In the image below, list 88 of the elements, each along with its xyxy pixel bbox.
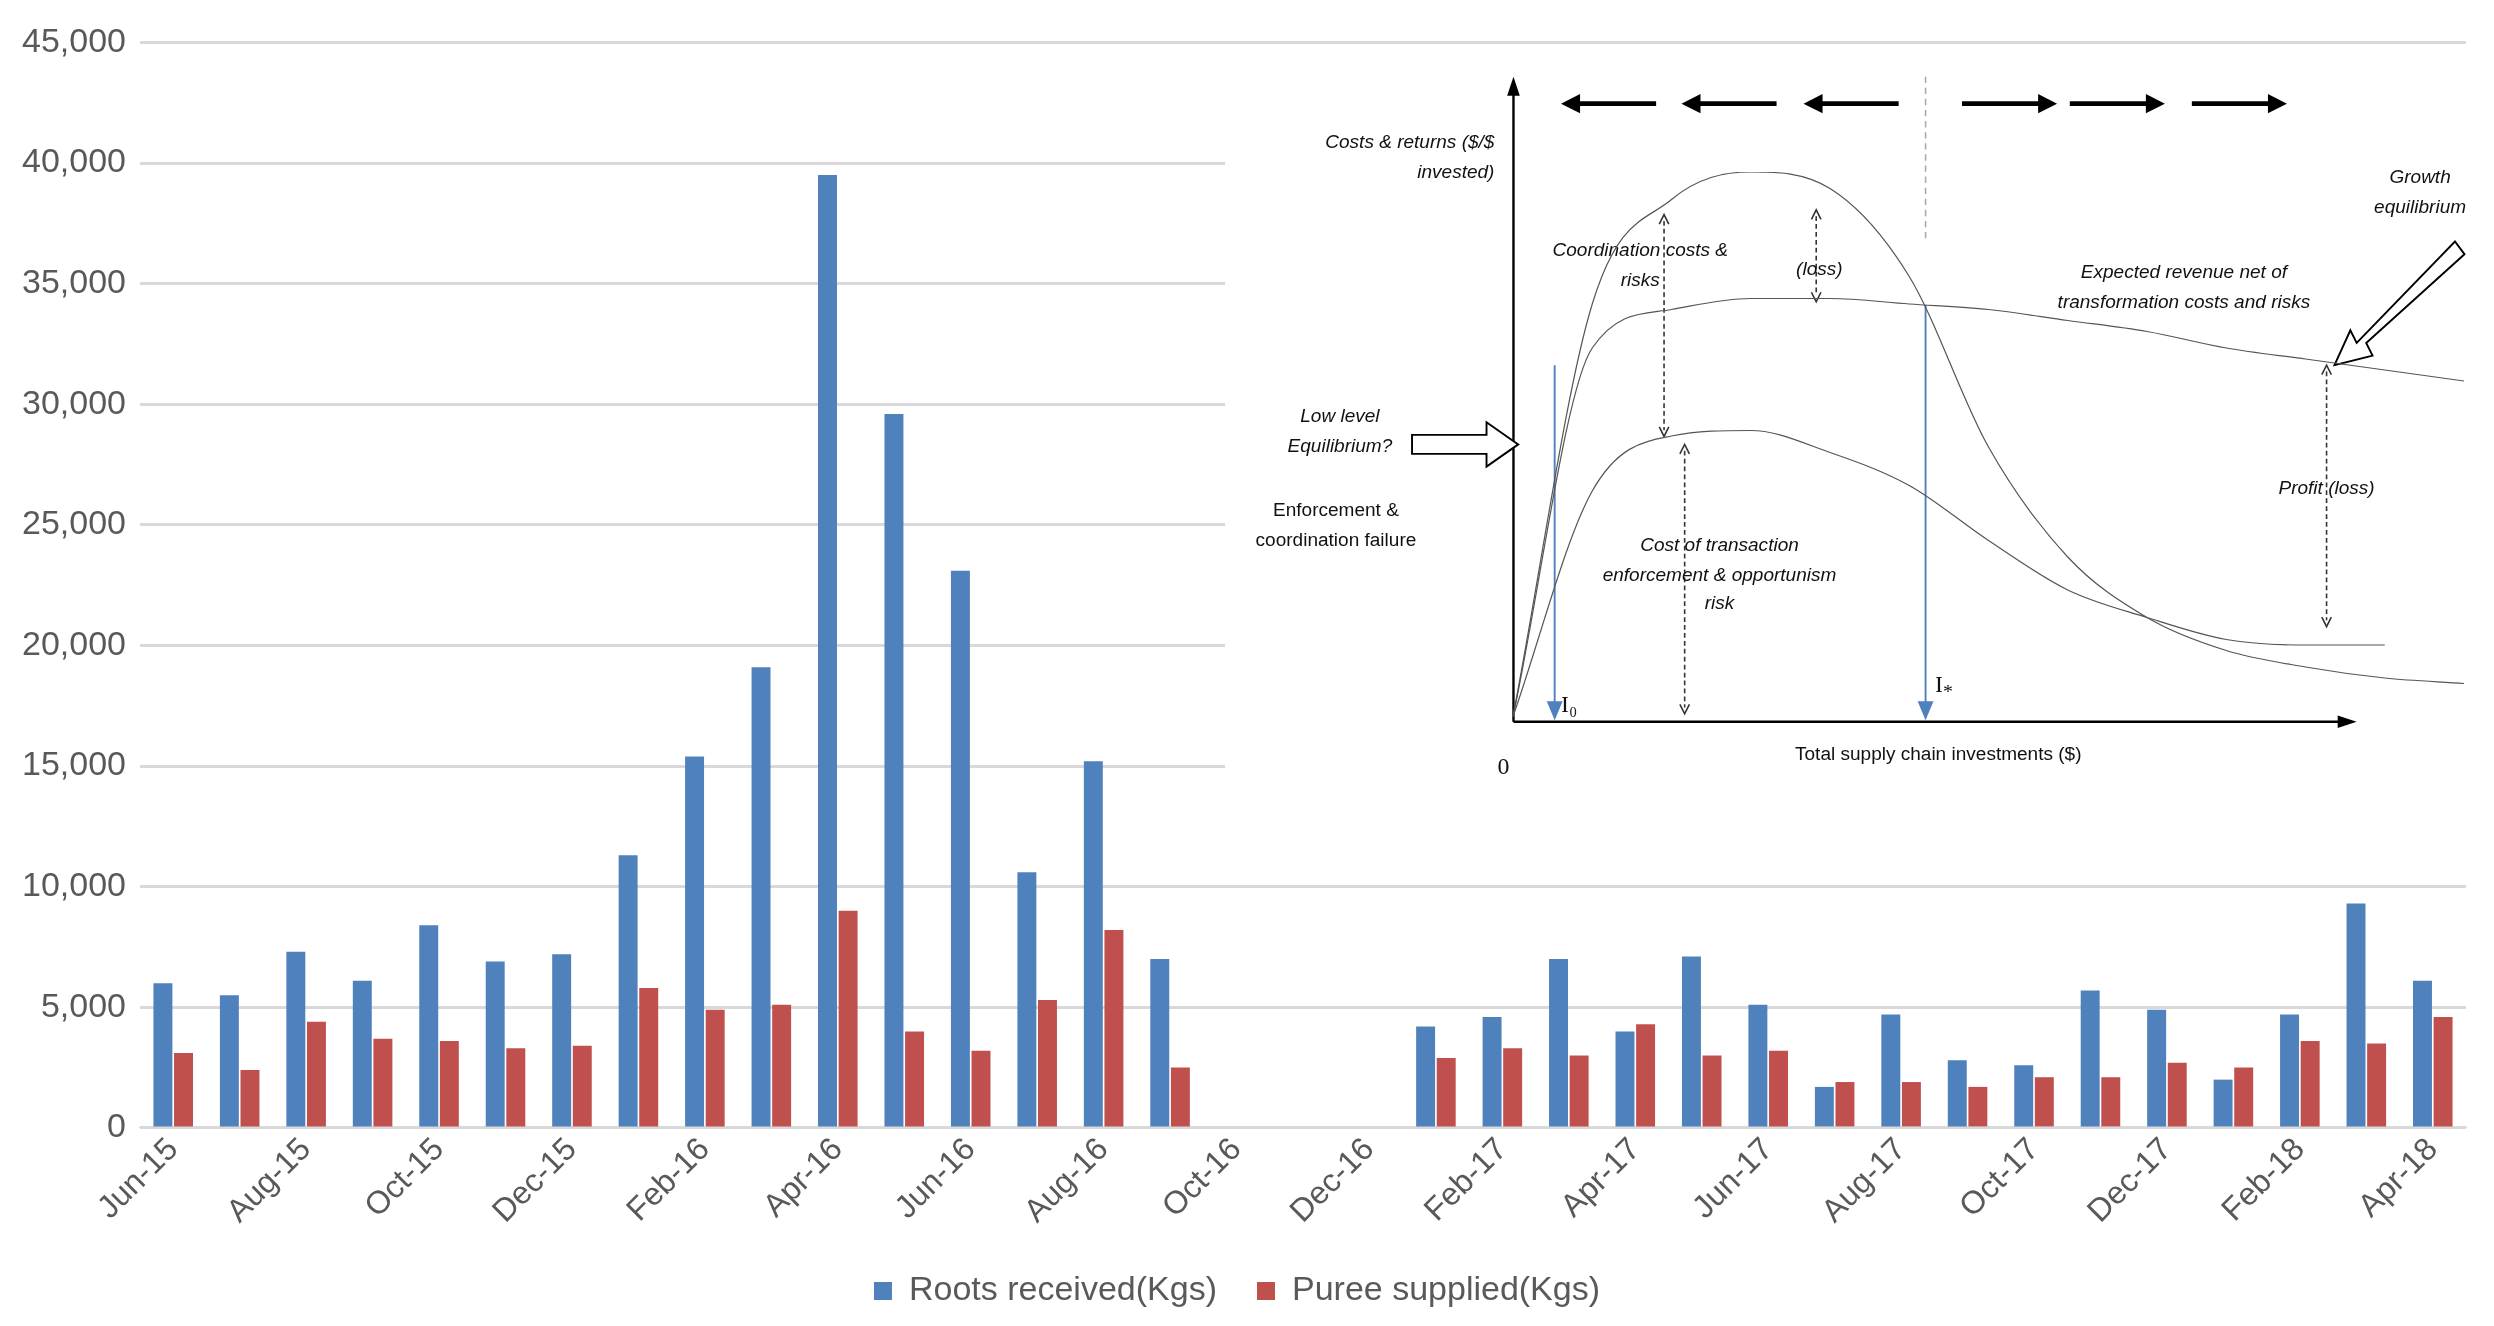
bar: [2034, 1077, 2054, 1127]
bar: [2213, 1079, 2233, 1127]
bar: [2014, 1065, 2034, 1127]
bar: [1968, 1086, 1988, 1127]
bar: [1748, 1004, 1768, 1127]
annotation: I$_{*}$: [1935, 670, 1954, 705]
legend-label: Roots received(Kgs): [908, 1269, 1217, 1308]
annotation: 0: [1497, 752, 1511, 781]
bar: [639, 987, 659, 1127]
bar: [618, 855, 638, 1127]
bar: [705, 1009, 725, 1127]
bar: [2234, 1067, 2254, 1127]
bar: [1881, 1014, 1901, 1127]
bar: [1636, 1024, 1656, 1127]
bar: [1947, 1060, 1967, 1127]
bar: [1549, 959, 1568, 1127]
bar: [286, 951, 306, 1127]
bar: [1814, 1086, 1834, 1127]
bar: [153, 983, 173, 1127]
bar: [818, 175, 837, 1127]
bar: [685, 756, 705, 1127]
bar: [506, 1048, 526, 1127]
y-tick-label: 35,000: [21, 261, 126, 300]
bar: [1503, 1048, 1523, 1127]
bar: [905, 1031, 925, 1127]
bar: [2412, 980, 2432, 1127]
bar: [950, 570, 970, 1127]
legend-label: Puree supplied(Kgs): [1291, 1269, 1601, 1308]
bar: [2167, 1062, 2187, 1127]
bar: [1615, 1031, 1635, 1127]
y-tick-label: 15,000: [21, 744, 126, 783]
bar: [751, 667, 771, 1127]
bar: [772, 1004, 792, 1127]
bar: [2346, 903, 2366, 1127]
bar: [2433, 1016, 2453, 1127]
annotation: Growth equilibrium: [2373, 164, 2468, 220]
bar: [572, 1045, 592, 1127]
bar: [485, 961, 505, 1127]
bar: [1170, 1067, 1190, 1127]
bar: [2147, 1009, 2167, 1127]
y-tick-label: 10,000: [21, 865, 126, 904]
bar: [352, 980, 372, 1127]
bar: [2300, 1041, 2320, 1127]
bar: [439, 1041, 459, 1127]
bar: [1482, 1016, 1502, 1127]
annotation: I₀: [1561, 690, 1579, 719]
annotation: Profit (loss): [2277, 475, 2376, 501]
bar: [1037, 1000, 1057, 1127]
bar: [2101, 1077, 2121, 1127]
bar: [1150, 959, 1170, 1127]
annotation: Cost of transaction enforcement & opportunism risk: [1601, 532, 1838, 617]
y-tick-label: 20,000: [21, 623, 126, 662]
bar: [1017, 872, 1037, 1127]
bar: [306, 1021, 326, 1127]
bar: [1416, 1026, 1436, 1127]
bar: [2280, 1014, 2300, 1127]
bar: [971, 1050, 991, 1127]
bar: [884, 413, 904, 1127]
y-tick-label: 25,000: [21, 503, 126, 542]
bar: [1702, 1055, 1722, 1127]
bar: [2080, 990, 2100, 1127]
bar: [1436, 1057, 1456, 1127]
bar: [1569, 1055, 1589, 1127]
y-tick-label: 40,000: [21, 141, 126, 180]
bar: [1104, 930, 1124, 1127]
annotation: Enforcement & coordination failure: [1254, 497, 1418, 552]
bar: [2367, 1043, 2387, 1127]
bar: [174, 1053, 193, 1127]
annotation: Expected revenue net of transformation costs and risks: [2056, 259, 2312, 315]
bar: [240, 1069, 260, 1127]
bar: [1681, 956, 1701, 1127]
annotation: Low level Equilibrium?: [1286, 403, 1394, 459]
bar: [1901, 1082, 1921, 1127]
annotation: Costs & returns ($/$ invested): [1324, 129, 1495, 185]
bar: [838, 910, 858, 1127]
bar: [1835, 1082, 1855, 1127]
y-tick-label: 0: [107, 1106, 126, 1145]
y-tick-label: 5,000: [40, 985, 126, 1024]
bar: [419, 925, 439, 1127]
bar: [373, 1038, 393, 1127]
bar: [1083, 761, 1103, 1127]
bar: [1769, 1050, 1788, 1127]
bar: [552, 954, 572, 1127]
annotation: (loss): [1795, 256, 1844, 282]
bar: [219, 995, 239, 1127]
x-axis-title: Total supply chain investments ($): [1794, 742, 2083, 765]
y-tick-label: 45,000: [21, 20, 126, 59]
y-tick-label: 30,000: [21, 382, 126, 421]
